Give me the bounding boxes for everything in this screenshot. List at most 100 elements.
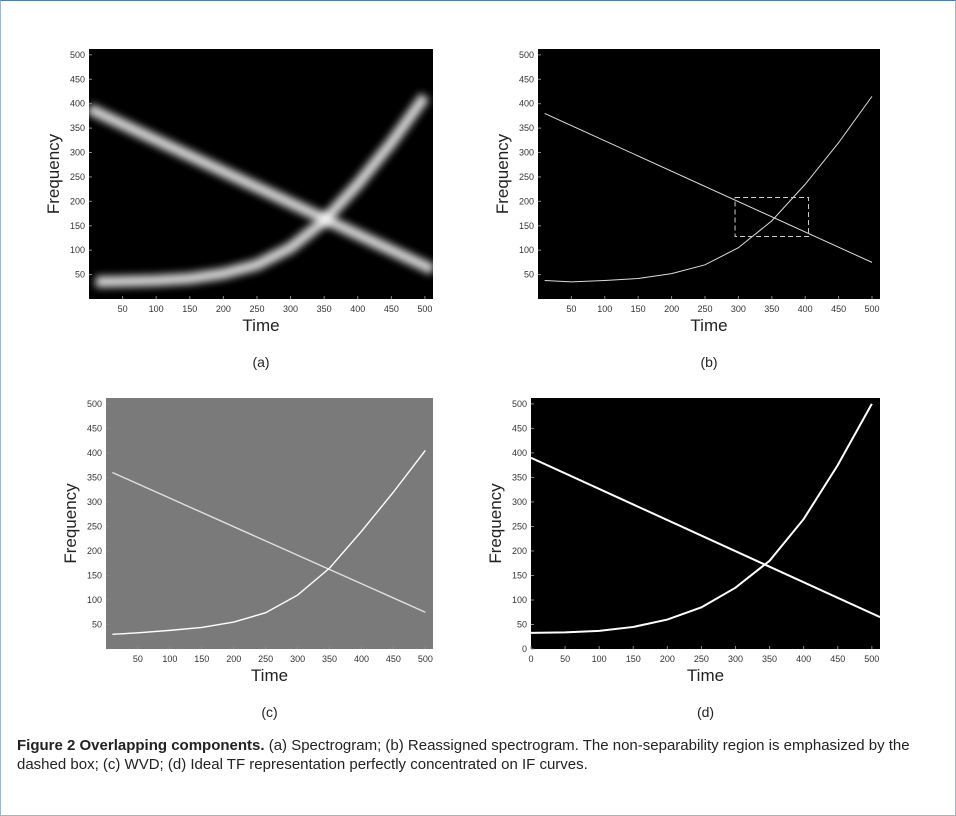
x-axis-label: Time — [687, 666, 724, 685]
y-tick-label: 100 — [512, 595, 527, 605]
y-tick-label: 150 — [519, 221, 534, 231]
y-tick-label: 450 — [512, 423, 527, 433]
y-tick-label: 500 — [512, 399, 527, 409]
y-tick-label: 300 — [519, 148, 534, 158]
x-tick-label: 300 — [283, 304, 298, 314]
x-tick-label: 200 — [226, 654, 241, 664]
y-tick-label: 400 — [519, 99, 534, 109]
y-axis-label: Frequency — [44, 133, 63, 214]
x-tick-label: 100 — [149, 304, 164, 314]
x-tick-label: 150 — [194, 654, 209, 664]
x-tick-label: 200 — [664, 304, 679, 314]
x-tick-label: 300 — [728, 654, 743, 664]
y-tick-label: 150 — [87, 570, 102, 580]
y-tick-label: 400 — [70, 99, 85, 109]
x-tick-label: 50 — [118, 304, 128, 314]
plot-area — [112, 450, 426, 635]
y-tick-label: 450 — [519, 74, 534, 84]
x-axis-label: Time — [251, 666, 288, 685]
y-tick-label: 400 — [512, 448, 527, 458]
y-tick-label: 100 — [519, 245, 534, 255]
y-tick-label: 200 — [70, 196, 85, 206]
y-tick-label: 150 — [70, 221, 85, 231]
x-tick-label: 400 — [354, 654, 369, 664]
x-tick-label: 450 — [386, 654, 401, 664]
x-tick-label: 0 — [528, 654, 533, 664]
caption-label: Figure 2 Overlapping components. — [17, 737, 265, 754]
y-axis-label: Frequency — [486, 483, 505, 564]
x-tick-label: 350 — [322, 654, 337, 664]
x-tick-label: 350 — [764, 304, 779, 314]
plot-area — [544, 96, 873, 283]
x-tick-label: 50 — [560, 654, 570, 664]
x-tick-label: 500 — [864, 304, 879, 314]
panel-label: (c) — [261, 704, 277, 720]
y-tick-label: 500 — [87, 399, 102, 409]
x-tick-label: 500 — [417, 304, 432, 314]
y-tick-label: 50 — [517, 619, 527, 629]
y-tick-label: 400 — [87, 448, 102, 458]
y-tick-label: 100 — [70, 245, 85, 255]
curve — [531, 456, 880, 619]
x-tick-label: 150 — [626, 654, 641, 664]
y-tick-label: 350 — [519, 123, 534, 133]
x-tick-label: 450 — [830, 654, 845, 664]
x-tick-label: 350 — [317, 304, 332, 314]
curve — [544, 96, 873, 283]
y-tick-label: 450 — [70, 74, 85, 84]
y-tick-label: 250 — [87, 521, 102, 531]
curve — [89, 103, 433, 275]
curve — [531, 403, 873, 634]
x-tick-label: 150 — [182, 304, 197, 314]
x-tick-label: 250 — [697, 304, 712, 314]
x-tick-label: 100 — [592, 654, 607, 664]
y-tick-label: 0 — [522, 644, 527, 654]
y-tick-label: 200 — [87, 546, 102, 556]
y-tick-label: 50 — [524, 270, 534, 280]
y-tick-label: 350 — [70, 123, 85, 133]
y-tick-label: 200 — [512, 546, 527, 556]
plot-background — [538, 49, 880, 299]
y-tick-label: 250 — [512, 521, 527, 531]
x-tick-label: 200 — [660, 654, 675, 664]
x-tick-label: 350 — [762, 654, 777, 664]
plot-area — [531, 403, 880, 634]
y-tick-label: 300 — [512, 497, 527, 507]
curve — [112, 450, 426, 635]
y-tick-label: 50 — [75, 270, 85, 280]
y-axis-label: Frequency — [493, 133, 512, 214]
y-tick-label: 250 — [519, 172, 534, 182]
x-tick-label: 400 — [350, 304, 365, 314]
x-tick-label: 300 — [290, 654, 305, 664]
y-axis-label: Frequency — [61, 483, 80, 564]
x-tick-label: 250 — [258, 654, 273, 664]
x-axis-label: Time — [690, 316, 727, 335]
x-tick-label: 150 — [631, 304, 646, 314]
x-tick-label: 100 — [597, 304, 612, 314]
caption: Figure 2 Overlapping components. (a) Spe… — [17, 736, 937, 774]
curve — [112, 471, 426, 613]
caption-text: (a) Spectrogram; (b) Reassigned spectrog… — [17, 737, 910, 773]
plot-area — [89, 93, 433, 288]
panel-label: (d) — [697, 704, 714, 720]
panel-label: (b) — [700, 354, 717, 370]
x-tick-label: 450 — [384, 304, 399, 314]
plot-background — [106, 398, 433, 649]
curve — [544, 112, 873, 263]
y-tick-label: 300 — [87, 497, 102, 507]
y-tick-label: 50 — [92, 619, 102, 629]
y-tick-label: 250 — [70, 172, 85, 182]
figure-panels: 50 100 150 200 250 300 350 400 450 50050100150200… — [44, 49, 880, 720]
y-tick-label: 500 — [70, 50, 85, 60]
plot-background — [531, 398, 880, 649]
y-tick-label: 350 — [512, 472, 527, 482]
curve — [95, 93, 430, 288]
x-tick-label: 300 — [731, 304, 746, 314]
x-tick-label: 500 — [418, 654, 433, 664]
x-axis-label: Time — [242, 316, 279, 335]
y-tick-label: 200 — [519, 196, 534, 206]
y-tick-label: 500 — [519, 50, 534, 60]
x-tick-label: 450 — [831, 304, 846, 314]
x-tick-label: 400 — [796, 654, 811, 664]
